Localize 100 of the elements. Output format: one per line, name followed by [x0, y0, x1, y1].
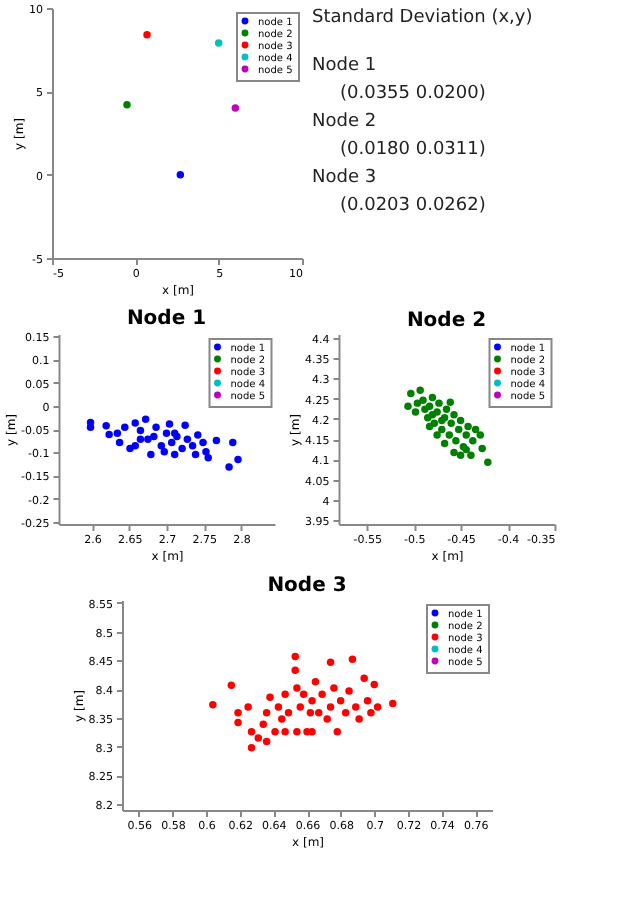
- point: [452, 436, 460, 445]
- point: [411, 408, 420, 416]
- point: [225, 463, 233, 471]
- point: [367, 709, 375, 717]
- point: [416, 386, 424, 394]
- point: [456, 451, 465, 460]
- point: [370, 680, 379, 689]
- point: [360, 674, 368, 682]
- point: [266, 693, 274, 701]
- point: [308, 696, 316, 705]
- point: [136, 435, 145, 443]
- point: [478, 444, 486, 453]
- point: [165, 420, 174, 428]
- point: [136, 426, 145, 435]
- point: [229, 438, 237, 447]
- point: [247, 744, 256, 752]
- point: [464, 422, 472, 431]
- point: [315, 709, 323, 717]
- point: [176, 170, 185, 179]
- point: [413, 399, 422, 407]
- point: [191, 450, 200, 459]
- point: [389, 699, 397, 708]
- point: [454, 425, 463, 434]
- point: [144, 435, 152, 443]
- text: Node 1: [312, 56, 377, 76]
- point: [348, 655, 357, 663]
- point: [86, 423, 95, 431]
- point: [262, 737, 271, 746]
- point: [462, 431, 470, 439]
- point: [447, 419, 455, 428]
- point: [404, 402, 412, 411]
- point: [471, 425, 480, 434]
- point: [299, 690, 308, 699]
- point: [202, 447, 210, 456]
- point: [204, 454, 212, 462]
- point: [178, 444, 186, 453]
- point: [254, 734, 262, 742]
- point: [428, 393, 437, 402]
- point: [131, 441, 139, 450]
- point: [296, 703, 305, 711]
- point: [194, 431, 202, 439]
- point: [284, 709, 293, 717]
- point: [115, 438, 124, 447]
- point: [341, 709, 350, 717]
- point: [181, 421, 189, 430]
- text: (0.0355 0.0200): [340, 84, 486, 104]
- point: [311, 677, 320, 686]
- chart-title: Node 3: [267, 574, 347, 597]
- point: [446, 398, 454, 407]
- point: [209, 700, 217, 709]
- point: [318, 690, 326, 699]
- point: [199, 438, 207, 447]
- point: [231, 104, 240, 112]
- point: [152, 423, 160, 431]
- point: [355, 715, 363, 723]
- point: [330, 684, 338, 692]
- point: [467, 451, 475, 460]
- point: [141, 415, 150, 423]
- point: [281, 728, 289, 736]
- point: [345, 687, 353, 695]
- point: [428, 411, 437, 419]
- point: [278, 715, 286, 723]
- point: [214, 39, 223, 47]
- point: [336, 696, 345, 705]
- point: [425, 422, 434, 431]
- point: [143, 30, 151, 39]
- text: Standard Deviation (x,y): [312, 8, 533, 28]
- point: [323, 715, 331, 723]
- point: [227, 681, 236, 689]
- point: [247, 728, 256, 736]
- point: [291, 666, 299, 674]
- text: (0.0180 0.0311): [340, 140, 486, 160]
- point: [419, 396, 427, 405]
- point: [442, 405, 451, 413]
- point: [435, 399, 443, 407]
- point: [234, 709, 242, 717]
- point: [234, 718, 242, 727]
- point: [188, 441, 197, 450]
- point: [244, 703, 252, 711]
- point: [162, 429, 171, 437]
- point: [476, 431, 485, 439]
- point: [131, 419, 139, 427]
- chart-title: Node 1: [126, 308, 207, 331]
- point: [333, 728, 342, 736]
- point: [469, 436, 477, 445]
- point: [407, 389, 415, 398]
- point: [456, 416, 465, 425]
- point: [421, 405, 429, 413]
- point: [150, 432, 158, 441]
- point: [293, 684, 301, 692]
- point: [440, 439, 449, 448]
- point: [326, 658, 335, 666]
- text: Node 3: [312, 168, 377, 188]
- point: [147, 450, 155, 459]
- point: [212, 436, 221, 445]
- point: [293, 728, 301, 736]
- point: [326, 703, 335, 711]
- point: [363, 696, 372, 705]
- point: [183, 435, 192, 443]
- point: [234, 455, 242, 464]
